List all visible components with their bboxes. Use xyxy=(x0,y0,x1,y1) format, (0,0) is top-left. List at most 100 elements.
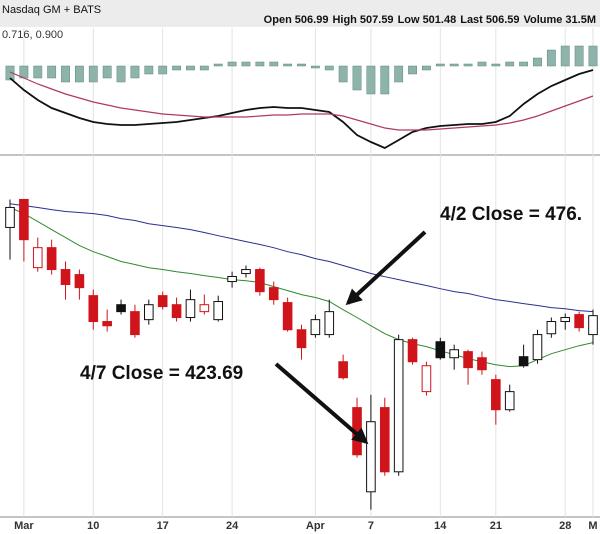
histogram-bar xyxy=(172,65,181,71)
histogram-bar xyxy=(491,63,501,67)
quote-value: 501.48 xyxy=(422,14,457,26)
candle-body xyxy=(88,295,99,323)
histogram-bar xyxy=(88,65,98,83)
x-tick-label: 7 xyxy=(368,520,374,532)
candle-body xyxy=(199,304,210,313)
quote-label: Last xyxy=(460,14,483,26)
quote-value: 506.99 xyxy=(294,14,329,26)
candle-body xyxy=(102,321,112,327)
candle-body xyxy=(171,304,182,319)
line xyxy=(9,203,594,313)
annotation: 4/7 Close = 423.69 xyxy=(80,363,243,384)
line xyxy=(9,207,594,368)
candle-body xyxy=(296,329,307,349)
histogram-bar xyxy=(227,61,237,67)
histogram-bar xyxy=(435,63,445,67)
histogram-bar xyxy=(130,65,140,79)
x-axis: Mar 10 17 24 Apr 7 14 21 28 M xyxy=(14,520,597,532)
candle-body xyxy=(116,304,126,313)
histogram-bar xyxy=(255,61,265,67)
histogram-bar xyxy=(408,65,417,75)
histogram-bar xyxy=(61,65,70,83)
histogram-bar xyxy=(394,65,404,83)
candle-body xyxy=(366,421,376,493)
x-tick-label: 24 xyxy=(226,520,239,532)
x-tick-label: 28 xyxy=(559,520,571,532)
quote-value: 31.5M xyxy=(565,14,596,26)
candle-body xyxy=(74,274,85,289)
histogram-bar xyxy=(33,65,43,79)
candle-body xyxy=(324,311,335,336)
candle-body xyxy=(588,315,598,336)
histogram-bar xyxy=(338,65,348,83)
macd-panel xyxy=(5,45,598,150)
candle-body xyxy=(46,247,57,271)
arrow xyxy=(274,362,369,445)
candle-body xyxy=(60,269,71,285)
candle-body xyxy=(379,407,390,473)
quote-value: 506.59 xyxy=(485,14,520,26)
x-tick-label: M xyxy=(588,520,597,532)
quote: Open 506.99 High 507.59 Low 501.48 Last 506.59 V… xyxy=(260,14,596,26)
candle-body xyxy=(130,311,140,336)
histogram-bar xyxy=(574,45,584,67)
candle-body xyxy=(421,365,432,393)
histogram-bar xyxy=(324,65,334,71)
candle-body xyxy=(185,299,196,319)
histogram-bar xyxy=(477,61,487,67)
candle-body xyxy=(407,339,418,363)
histogram-bar xyxy=(366,65,376,95)
candle-body xyxy=(560,317,571,323)
arrow xyxy=(345,230,427,306)
candle-body xyxy=(241,269,251,275)
histogram-bar xyxy=(310,65,320,69)
candle-body xyxy=(255,269,265,293)
histogram-bar xyxy=(546,49,556,67)
x-tick-label: 10 xyxy=(87,520,99,532)
histogram-bar xyxy=(47,65,57,79)
candle-body xyxy=(227,275,237,283)
line xyxy=(9,69,594,150)
quote-label: Open xyxy=(263,14,292,26)
annotation: 4/2 Close = 476. xyxy=(440,204,582,225)
histogram-bar xyxy=(144,65,154,75)
candle-body xyxy=(282,302,293,331)
x-tick-label: 14 xyxy=(434,520,447,532)
histogram-bar xyxy=(5,65,15,81)
candle-body xyxy=(144,304,154,321)
candle-body xyxy=(435,341,446,359)
histogram-bar xyxy=(199,65,209,71)
candle-body xyxy=(338,361,348,379)
candle-body xyxy=(32,247,43,269)
histogram-bar xyxy=(241,61,251,67)
quote-value: 507.59 xyxy=(359,14,394,26)
line xyxy=(9,71,594,131)
histogram-bar xyxy=(297,63,306,67)
histogram-bar xyxy=(283,63,293,67)
x-tick-label: Apr xyxy=(306,520,326,532)
exchange: Nasdaq GM + BATS xyxy=(2,4,102,16)
price-panel xyxy=(5,198,598,510)
histogram-bar xyxy=(422,65,431,71)
histogram-bar xyxy=(588,45,598,67)
candle-body xyxy=(5,206,15,228)
candle-body xyxy=(157,295,168,308)
candle-body xyxy=(19,198,29,241)
quote-label: Volume xyxy=(523,14,563,26)
quote-label: Low xyxy=(397,14,420,26)
x-tick-label: Mar xyxy=(14,520,34,532)
candle-body xyxy=(491,379,501,411)
candle-body xyxy=(546,321,557,335)
histogram-bar xyxy=(463,63,473,67)
histogram-bar xyxy=(380,65,390,95)
quote-label: High xyxy=(332,14,357,26)
histogram-bar xyxy=(102,65,112,79)
candle-body xyxy=(268,287,279,301)
candle-body xyxy=(463,351,473,369)
histogram-bar xyxy=(519,61,529,67)
candle-body xyxy=(574,314,584,329)
histogram-bar xyxy=(560,45,570,67)
candle-body xyxy=(449,349,459,359)
